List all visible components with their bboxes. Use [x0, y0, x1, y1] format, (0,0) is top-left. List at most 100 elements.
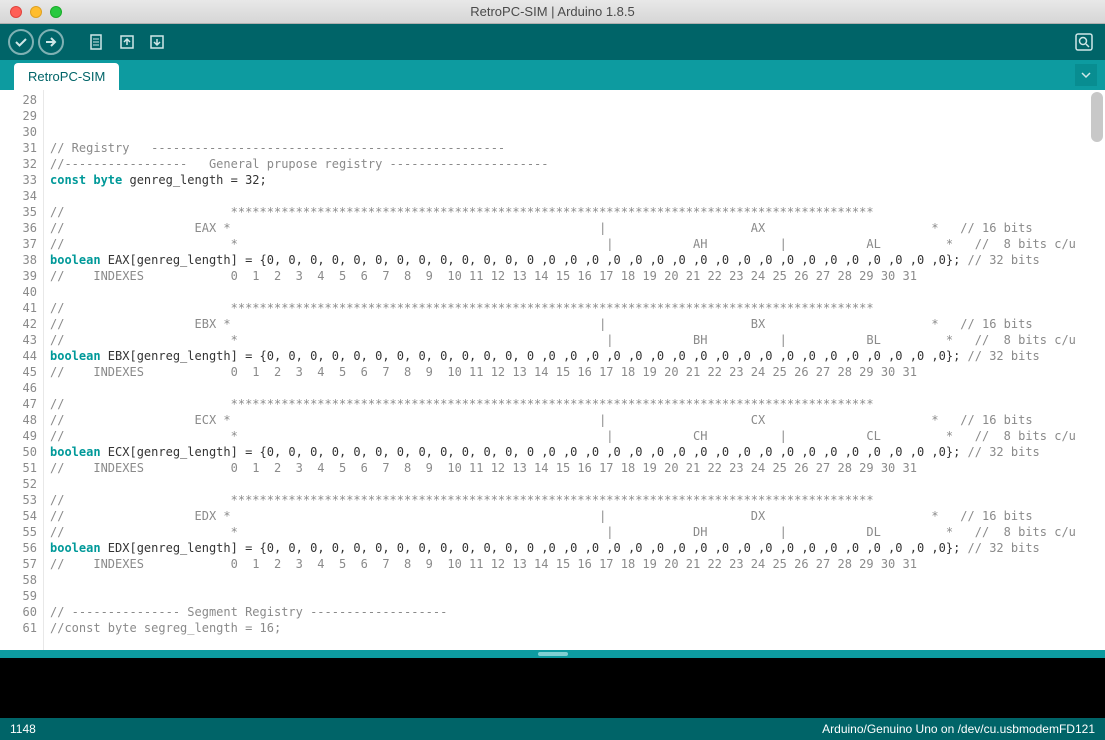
code-line [50, 380, 1105, 396]
code-line: // * | AH | AL * // 8 bits c/u [50, 236, 1105, 252]
code-line: // * | BH | BL * // 8 bits c/u [50, 332, 1105, 348]
code-line: boolean EAX[genreg_length] = {0, 0, 0, 0… [50, 252, 1105, 268]
line-number: 59 [0, 588, 37, 604]
line-number: 55 [0, 524, 37, 540]
line-number: 36 [0, 220, 37, 236]
line-number: 29 [0, 108, 37, 124]
line-number: 41 [0, 300, 37, 316]
code-line: boolean EBX[genreg_length] = {0, 0, 0, 0… [50, 348, 1105, 364]
line-number: 32 [0, 156, 37, 172]
open-button[interactable] [114, 29, 140, 55]
magnifier-icon [1074, 32, 1094, 52]
console [0, 658, 1105, 718]
console-divider[interactable] [0, 650, 1105, 658]
code-line: // INDEXES 0 1 2 3 4 5 6 7 8 9 10 11 12 … [50, 460, 1105, 476]
line-number: 31 [0, 140, 37, 156]
traffic-lights [0, 6, 62, 18]
statusbar: 1148 Arduino/Genuino Uno on /dev/cu.usbm… [0, 718, 1105, 740]
line-number: 30 [0, 124, 37, 140]
code-line: // INDEXES 0 1 2 3 4 5 6 7 8 9 10 11 12 … [50, 556, 1105, 572]
editor[interactable]: 2829303132333435363738394041424344454647… [0, 90, 1105, 650]
status-line-number: 1148 [10, 722, 36, 736]
line-number: 43 [0, 332, 37, 348]
line-number: 28 [0, 92, 37, 108]
line-number: 45 [0, 364, 37, 380]
code-line: // *************************************… [50, 396, 1105, 412]
code-area[interactable]: // Registry ----------------------------… [44, 90, 1105, 650]
code-line: // EAX * | AX * // 16 bits [50, 220, 1105, 236]
line-number: 52 [0, 476, 37, 492]
line-number: 48 [0, 412, 37, 428]
code-line [50, 476, 1105, 492]
line-gutter: 2829303132333435363738394041424344454647… [0, 90, 44, 650]
serial-monitor-button[interactable] [1071, 29, 1097, 55]
tabbar: RetroPC-SIM [0, 60, 1105, 90]
minimize-button[interactable] [30, 6, 42, 18]
line-number: 58 [0, 572, 37, 588]
new-button[interactable] [84, 29, 110, 55]
verify-button[interactable] [8, 29, 34, 55]
line-number: 56 [0, 540, 37, 556]
code-line [50, 188, 1105, 204]
line-number: 37 [0, 236, 37, 252]
code-line: //----------------- General prupose regi… [50, 156, 1105, 172]
code-line: // --------------- Segment Registry ----… [50, 604, 1105, 620]
toolbar [0, 24, 1105, 60]
save-button[interactable] [144, 29, 170, 55]
code-line: // EDX * | DX * // 16 bits [50, 508, 1105, 524]
code-line: //const byte segreg_length = 16; [50, 620, 1105, 636]
line-number: 40 [0, 284, 37, 300]
titlebar: RetroPC-SIM | Arduino 1.8.5 [0, 0, 1105, 24]
arrow-up-icon [118, 33, 136, 51]
line-number: 46 [0, 380, 37, 396]
status-board-port: Arduino/Genuino Uno on /dev/cu.usbmodemF… [822, 722, 1095, 736]
line-number: 53 [0, 492, 37, 508]
code-line: const byte genreg_length = 32; [50, 172, 1105, 188]
code-line: // INDEXES 0 1 2 3 4 5 6 7 8 9 10 11 12 … [50, 364, 1105, 380]
arrow-right-icon [44, 35, 58, 49]
code-line: // *************************************… [50, 204, 1105, 220]
code-line: // Registry ----------------------------… [50, 140, 1105, 156]
code-line: // INDEXES 0 1 2 3 4 5 6 7 8 9 10 11 12 … [50, 268, 1105, 284]
line-number: 57 [0, 556, 37, 572]
line-number: 35 [0, 204, 37, 220]
window-title: RetroPC-SIM | Arduino 1.8.5 [0, 4, 1105, 19]
upload-button[interactable] [38, 29, 64, 55]
chevron-down-icon [1080, 69, 1092, 81]
code-line: boolean EDX[genreg_length] = {0, 0, 0, 0… [50, 540, 1105, 556]
scrollbar-thumb[interactable] [1091, 92, 1103, 142]
code-line [50, 124, 1105, 140]
code-line [50, 92, 1105, 108]
code-line: // EBX * | BX * // 16 bits [50, 316, 1105, 332]
line-number: 38 [0, 252, 37, 268]
code-line [50, 588, 1105, 604]
code-line: // * | DH | DL * // 8 bits c/u [50, 524, 1105, 540]
tab-menu-button[interactable] [1075, 64, 1097, 86]
close-button[interactable] [10, 6, 22, 18]
line-number: 54 [0, 508, 37, 524]
line-number: 42 [0, 316, 37, 332]
code-line: // * | CH | CL * // 8 bits c/u [50, 428, 1105, 444]
code-line: // ECX * | CX * // 16 bits [50, 412, 1105, 428]
line-number: 47 [0, 396, 37, 412]
code-line: boolean ECX[genreg_length] = {0, 0, 0, 0… [50, 444, 1105, 460]
check-icon [14, 35, 28, 49]
code-line [50, 284, 1105, 300]
grip-icon [538, 652, 568, 656]
line-number: 60 [0, 604, 37, 620]
code-line: // *************************************… [50, 492, 1105, 508]
code-line: // *************************************… [50, 300, 1105, 316]
code-line [50, 572, 1105, 588]
line-number: 34 [0, 188, 37, 204]
line-number: 44 [0, 348, 37, 364]
line-number: 33 [0, 172, 37, 188]
line-number: 49 [0, 428, 37, 444]
line-number: 39 [0, 268, 37, 284]
line-number: 61 [0, 620, 37, 636]
tab-active[interactable]: RetroPC-SIM [14, 63, 119, 90]
line-number: 51 [0, 460, 37, 476]
code-line [50, 108, 1105, 124]
arrow-down-icon [148, 33, 166, 51]
maximize-button[interactable] [50, 6, 62, 18]
file-icon [88, 33, 106, 51]
